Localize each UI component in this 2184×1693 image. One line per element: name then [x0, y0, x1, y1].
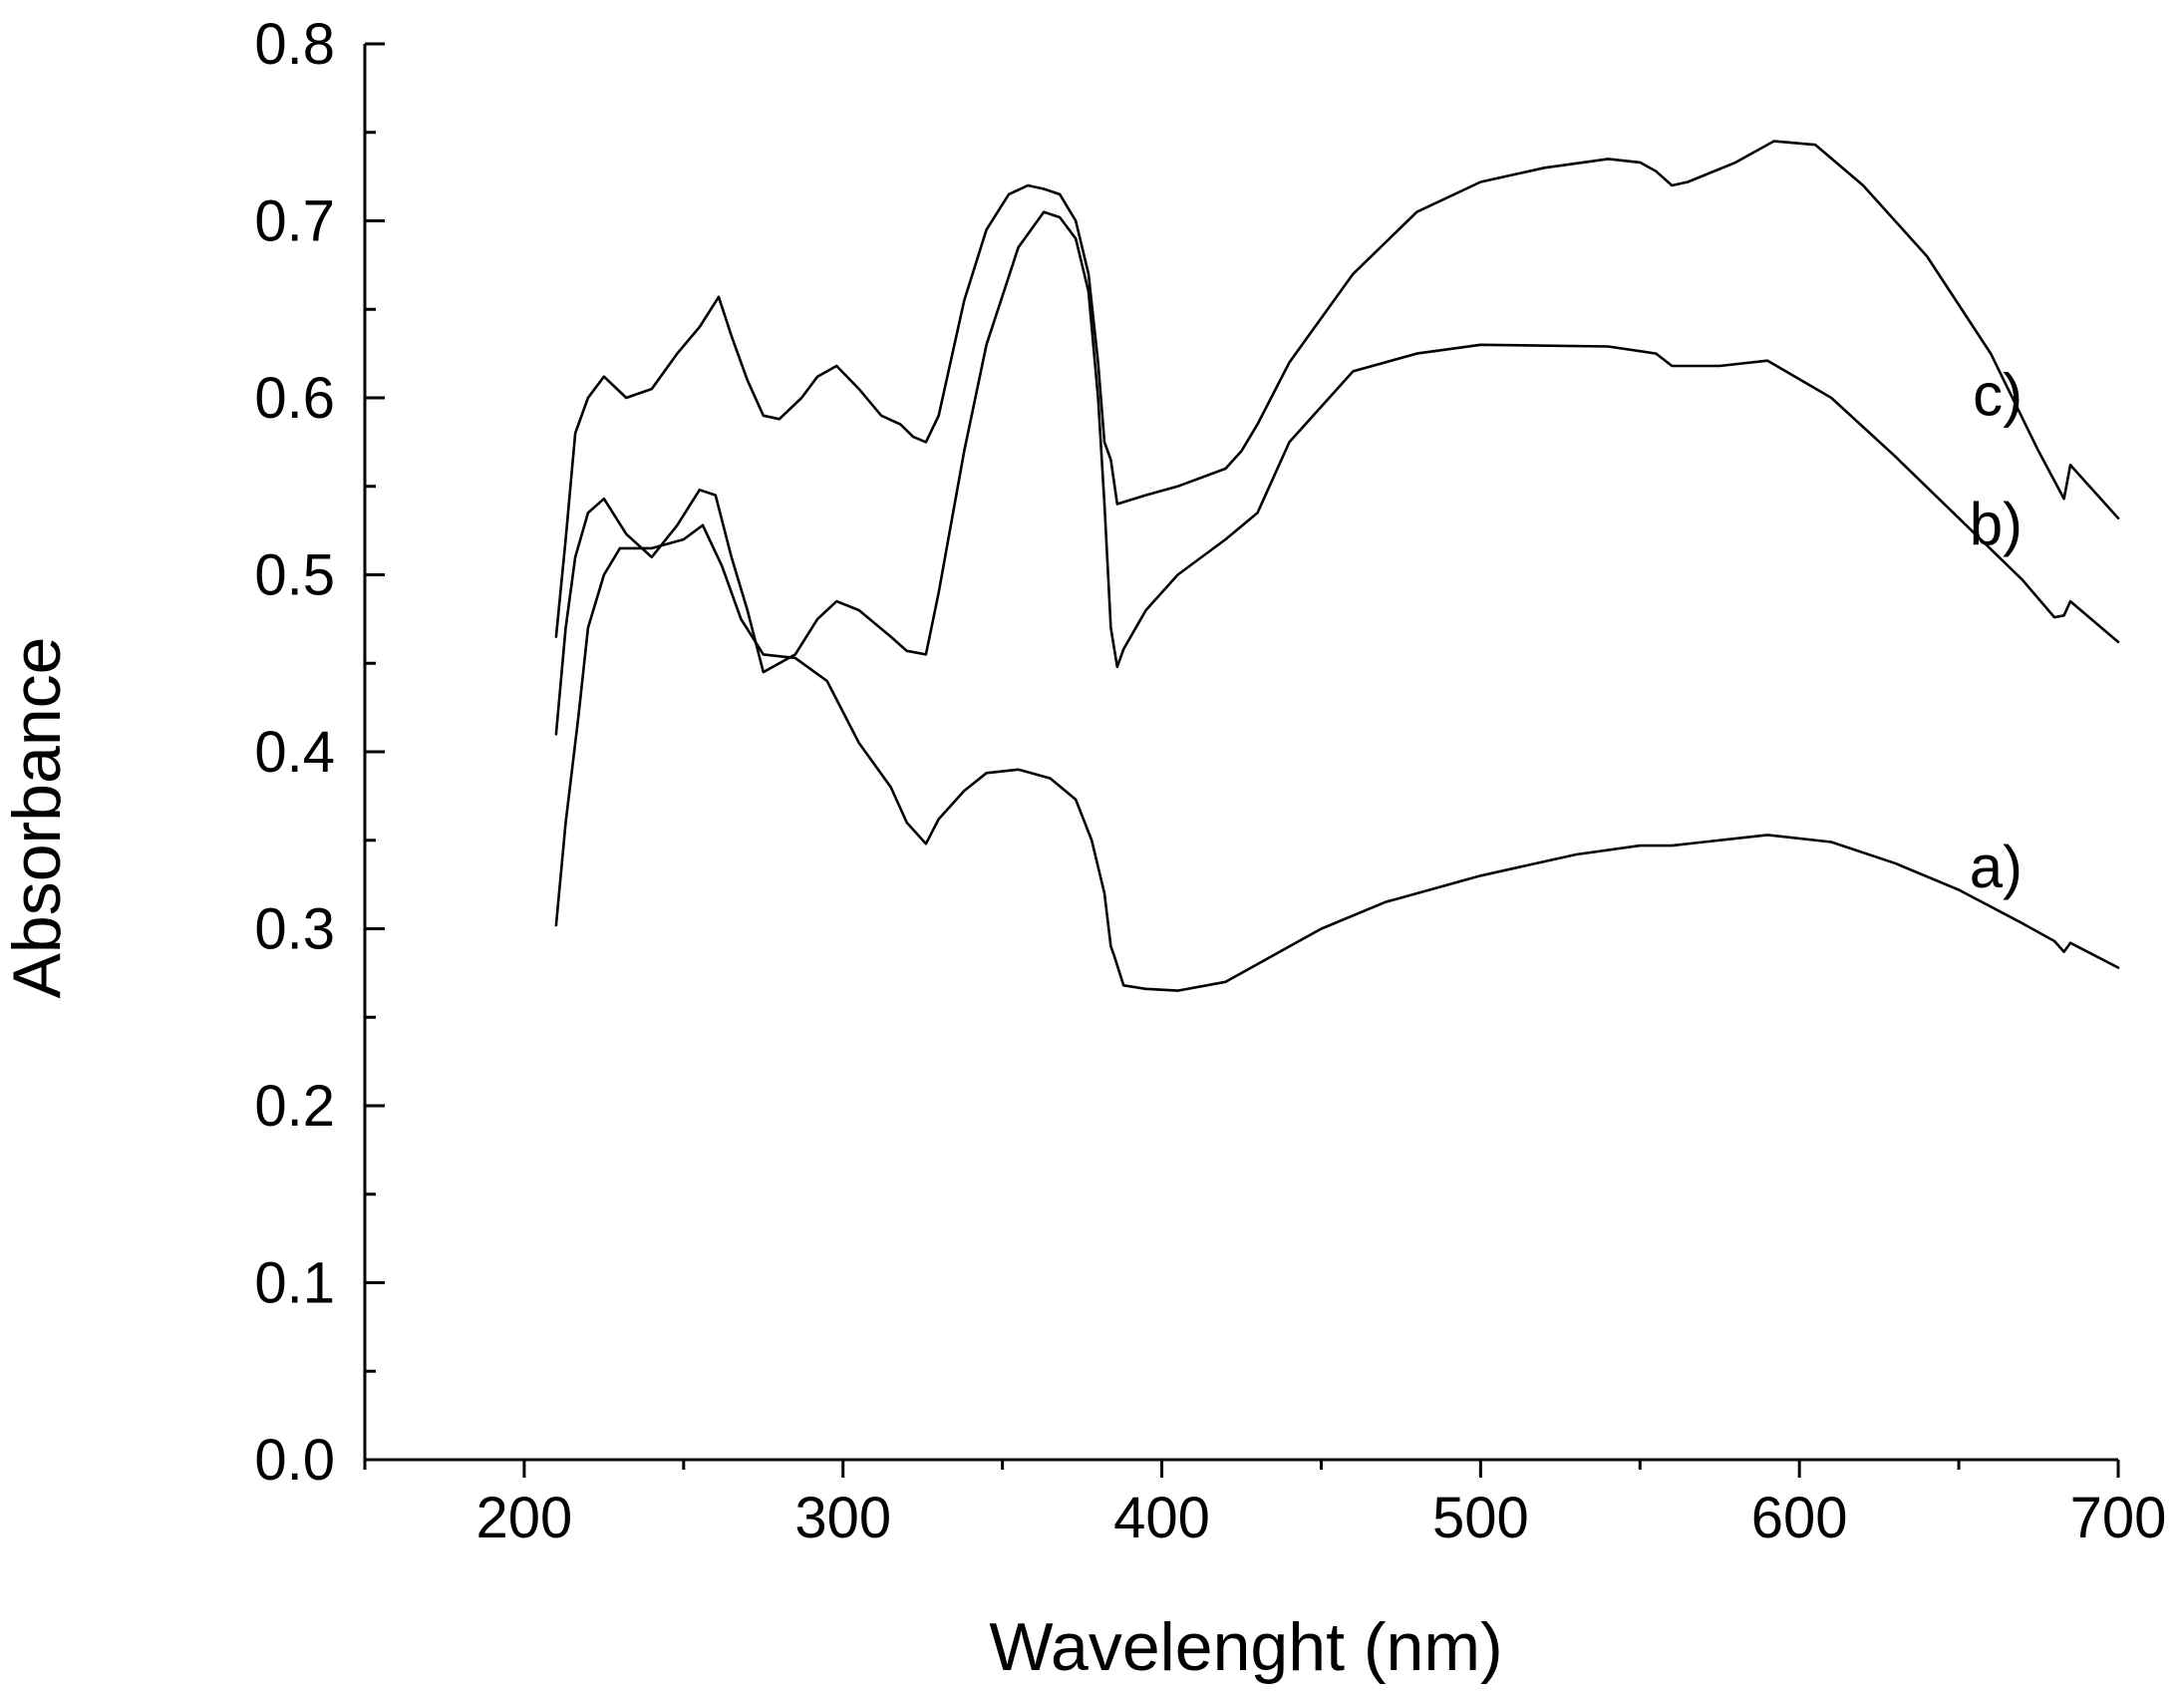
series-line-3	[554, 140, 2120, 638]
x-tick-label: 400	[1113, 1486, 1210, 1550]
y-tick-label: 0.1	[254, 1251, 335, 1316]
y-axis-title: Absorbance	[0, 637, 75, 999]
series-lines	[554, 140, 2120, 992]
x-tick-label: 600	[1751, 1486, 1848, 1550]
x-axis-title: Wavelenght (nm)	[989, 1609, 1502, 1685]
y-tick-label: 0.3	[254, 897, 335, 962]
series-label-3: c)	[1973, 361, 2023, 428]
y-tick-label: 0.4	[254, 720, 335, 785]
y-tick-label: 0.6	[254, 366, 335, 431]
series-label-2: b)	[1970, 491, 2023, 557]
x-tick-label: 700	[2070, 1486, 2167, 1550]
x-tick-label: 300	[794, 1486, 891, 1550]
y-tick-label: 0.0	[254, 1428, 335, 1493]
series-labels: a) b) c)	[1970, 361, 2023, 900]
series-line-2	[554, 210, 2120, 736]
y-tick-label: 0.2	[254, 1074, 335, 1139]
y-tick-label: 0.7	[254, 189, 335, 254]
y-tick-label: 0.8	[254, 12, 335, 77]
x-tick-label: 200	[476, 1486, 573, 1550]
series-label-1: a)	[1970, 834, 2023, 900]
x-axis-ticks: 200 300 400 500 600 700	[363, 1460, 2167, 1550]
y-tick-label: 0.5	[254, 543, 335, 608]
x-tick-label: 500	[1432, 1486, 1529, 1550]
y-axis-ticks: 0.0 0.1 0.2 0.3 0.4 0.5 0.6 0.7 0.8	[254, 12, 385, 1493]
series-line-1	[554, 523, 2120, 992]
plot-area: 200 300 400 500 600 700 0.0 0.1 0.2 0.3 0.4 0.5 0.6…	[254, 12, 2166, 1550]
